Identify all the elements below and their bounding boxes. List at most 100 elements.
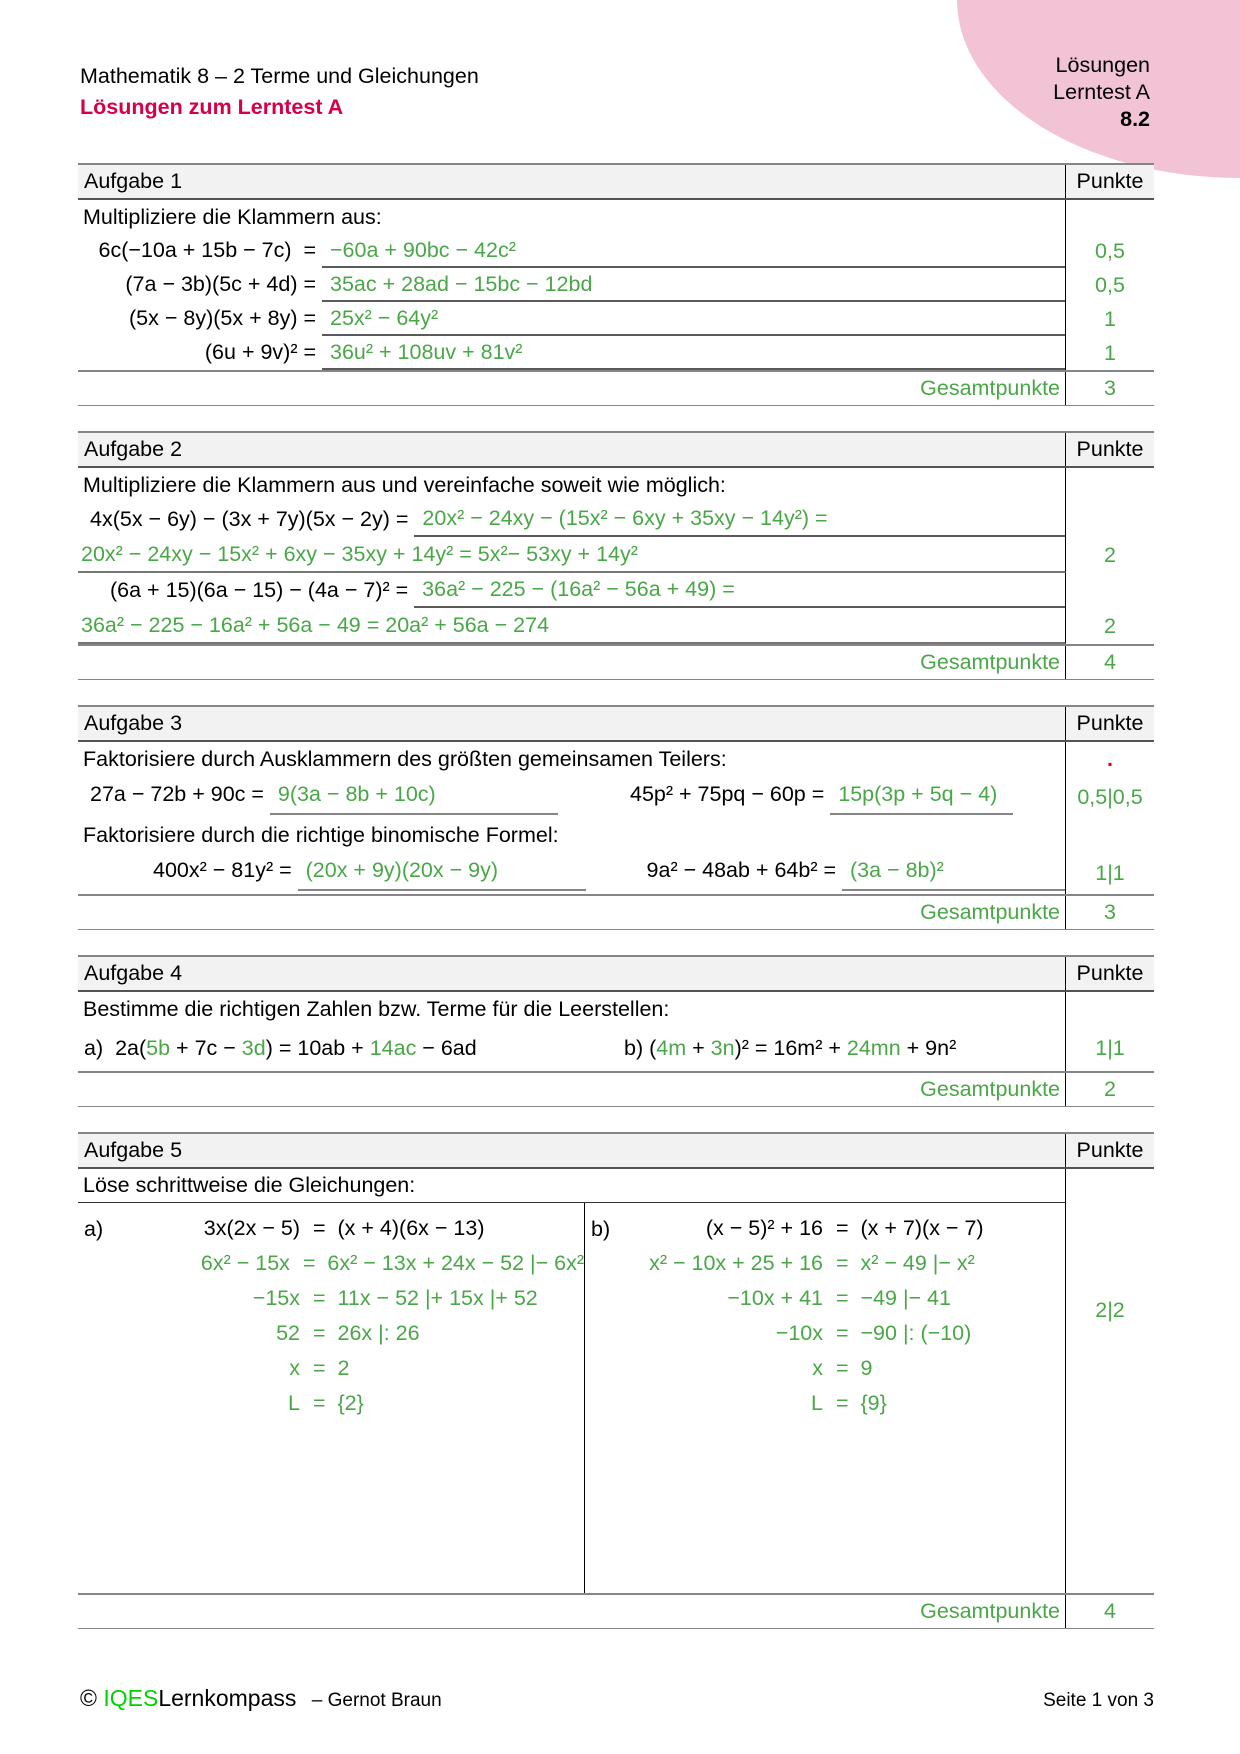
total-label: Gesamtpunkte (78, 1073, 1066, 1106)
solution-answer: 15p(3p + 5q − 4) (830, 781, 1014, 815)
filled-blank: 3n (710, 1036, 735, 1060)
fill-in-equation-a: a) 2a(5b + 7c − 3d) = 10ab + 14ac − 6ad (84, 1036, 477, 1060)
table-row: (7a − 3b)(5c + 4d) = 35ac + 28ad − 15bc … (78, 268, 1154, 302)
table1-header-row: Aufgabe 1 Punkte (78, 165, 1154, 200)
footer-author: – Gernot Braun (311, 1690, 442, 1711)
table3-header-row: Aufgabe 3 Punkte (78, 707, 1154, 742)
equation-label: (6u + 9v)² = (204, 340, 322, 364)
table4-total-row: Gesamtpunkte 2 (78, 1071, 1154, 1106)
filled-blank: 5b (146, 1036, 171, 1060)
filled-blank: 3d (241, 1036, 266, 1060)
equation-label: 6c(−10a + 15b − 7c) = (98, 238, 322, 262)
table4-instruction: Bestimme die richtigen Zahlen bzw. Terme… (78, 992, 1066, 1026)
table3-punkte-header: Punkte (1076, 711, 1144, 735)
table-row: 36a² − 225 − 16a² + 56a − 49 = 20a² + 56… (78, 608, 1154, 644)
table4-title: Aufgabe 4 (78, 957, 1066, 990)
total-label: Gesamtpunkte (78, 1595, 1066, 1628)
solution-line: x = 9 (812, 1356, 873, 1380)
points-value: 0,5|0,5 (1077, 784, 1143, 809)
points-value: 2 (1104, 542, 1116, 567)
equation-label: 45p² + 75pq − 60p = (630, 782, 831, 806)
points-value: 2 (1104, 613, 1116, 638)
points-value: 1|1 (1095, 860, 1125, 885)
table2-instruction: Multipliziere die Klammern aus und verei… (78, 468, 1066, 502)
table4-header-row: Aufgabe 4 Punkte (78, 957, 1154, 992)
table-aufgabe-5: Aufgabe 5 Punkte Löse schrittweise die G… (78, 1132, 1154, 1629)
table5-total-row: Gesamtpunkte 4 (78, 1593, 1154, 1628)
solution-answer: 25x² − 64y² (322, 302, 1065, 336)
points-value: 1|1 (1095, 1036, 1125, 1060)
solution-line: −10x + 41 = −49 |− 41 (727, 1286, 951, 1310)
table1-title: Aufgabe 1 (78, 165, 1066, 198)
part-label-b: b) (591, 1217, 611, 1241)
footer-brand: © IQESLernkompass – Gernot Braun (80, 1685, 442, 1712)
total-label: Gesamtpunkte (78, 372, 1066, 405)
copyright-icon: © (80, 1685, 97, 1711)
table1-punkte-header: Punkte (1076, 169, 1144, 193)
table1-instruction-row: Multipliziere die Klammern aus: (78, 200, 1154, 234)
equation-label: (7a − 3b)(5c + 4d) = (125, 272, 322, 296)
total-points: 4 (1104, 1599, 1116, 1623)
equation-column-b: b) (x − 5)² + 16 = (x + 7)(x − 7) x² − 10… (585, 1203, 1065, 1593)
table-row: (6a + 15)(6a − 15) − (4a − 7)² = 36a² − … (78, 573, 1154, 608)
table3-title: Aufgabe 3 (78, 707, 1066, 740)
content-area: Aufgabe 1 Punkte Multipliziere die Klamm… (78, 163, 1154, 1654)
points-value: 2|2 (1095, 1298, 1125, 1322)
table3-instruction-row: Faktorisiere durch Ausklammern des größt… (78, 742, 1154, 776)
solution-line: L = {2} (288, 1391, 364, 1415)
equation-label: 27a − 72b + 90c = (90, 782, 270, 806)
footer-page-number: Seite 1 von 3 (1043, 1690, 1154, 1711)
table5-solutions-row: a) 3x(2x − 5) = (x + 4)(6x − 13) 6x² − 15… (78, 1203, 1154, 1593)
equation-line: 3x(2x − 5) = (x + 4)(6x − 13) (203, 1216, 485, 1240)
filled-blank: 4m (656, 1036, 687, 1060)
filled-blank: 24mn (846, 1036, 901, 1060)
course-title: Mathematik 8 – 2 Terme und Gleichungen (80, 64, 479, 88)
table2-punkte-header: Punkte (1076, 437, 1144, 461)
points-value: 0,5 (1095, 272, 1125, 297)
table5-instruction: Löse schrittweise die Gleichungen: (78, 1169, 1066, 1203)
table2-header-row: Aufgabe 2 Punkte (78, 433, 1154, 468)
table3-instruction-2: Faktorisiere durch die richtige binomisc… (78, 818, 1066, 852)
table-row: (6u + 9v)² = 36u² + 108uv + 81v² 1 (78, 336, 1154, 370)
table1-total-row: Gesamtpunkte 3 (78, 370, 1154, 405)
stray-red-dot: . (1107, 746, 1113, 771)
table-row: 27a − 72b + 90c = 9(3a − 8b + 10c) 45p² … (78, 776, 1154, 818)
corner-chapter-number: 8.2 (1120, 107, 1150, 131)
corner-line-lerntest: Lerntest A (1053, 80, 1150, 104)
total-points: 3 (1104, 900, 1116, 924)
filled-blank: 14ac (369, 1036, 417, 1060)
equation-label: 9a² − 48ab + 64b² = (646, 858, 842, 882)
solution-answer: (3a − 8b)² (842, 857, 1065, 891)
points-value: 1 (1104, 340, 1116, 365)
table-aufgabe-4: Aufgabe 4 Punkte Bestimme die richtigen … (78, 955, 1154, 1107)
table-row: 20x² − 24xy − 15x² + 6xy − 35xy + 14y² =… (78, 537, 1154, 573)
page-subtitle: Lösungen zum Lerntest A (80, 95, 344, 119)
total-points: 3 (1104, 376, 1116, 400)
table3-total-row: Gesamtpunkte 3 (78, 894, 1154, 929)
solution-line: −10x = −90 |: (−10) (775, 1321, 972, 1345)
table5-punkte-header: Punkte (1076, 1138, 1144, 1162)
equation-label: (6a + 15)(6a − 15) − (4a − 7)² = (110, 578, 415, 602)
solution-answer: 9(3a − 8b + 10c) (269, 781, 558, 815)
table2-instruction-row: Multipliziere die Klammern aus und verei… (78, 468, 1154, 502)
solution-line: 6x² − 15x = 6x² − 13x + 24x − 52 |− 6x² (200, 1251, 584, 1275)
table5-instruction-row: Löse schrittweise die Gleichungen: (78, 1169, 1154, 1203)
solution-line: 52 = 26x |: 26 (276, 1321, 420, 1345)
corner-label: Lösungen Lerntest A 8.2 (1053, 52, 1150, 133)
points-value: 1 (1104, 306, 1116, 331)
solution-line: x² − 10x + 25 + 16 = x² − 49 |− x² (649, 1251, 975, 1275)
table2-total-row: Gesamtpunkte 4 (78, 644, 1154, 679)
corner-line-loesungen: Lösungen (1055, 53, 1150, 77)
table2-title: Aufgabe 2 (78, 433, 1066, 466)
equation-label: 400x² − 81y² = (153, 858, 298, 882)
solution-step: 36a² − 225 − 16a² + 56a − 49 = 20a² + 56… (78, 608, 1066, 644)
table4-punkte-header: Punkte (1076, 961, 1144, 985)
solution-line: x = 2 (289, 1356, 350, 1380)
table-aufgabe-2: Aufgabe 2 Punkte Multipliziere die Klamm… (78, 431, 1154, 680)
table-row: a) 2a(5b + 7c − 3d) = 10ab + 14ac − 6ad … (78, 1026, 1154, 1071)
total-points: 2 (1104, 1077, 1116, 1101)
equation-column-a: a) 3x(2x − 5) = (x + 4)(6x − 13) 6x² − 15… (78, 1203, 585, 1593)
solution-line: −15x = 11x − 52 |+ 15x |+ 52 (252, 1286, 538, 1310)
solution-step: 20x² − 24xy − (15x² − 6xy + 35xy − 14y²)… (414, 502, 1065, 537)
